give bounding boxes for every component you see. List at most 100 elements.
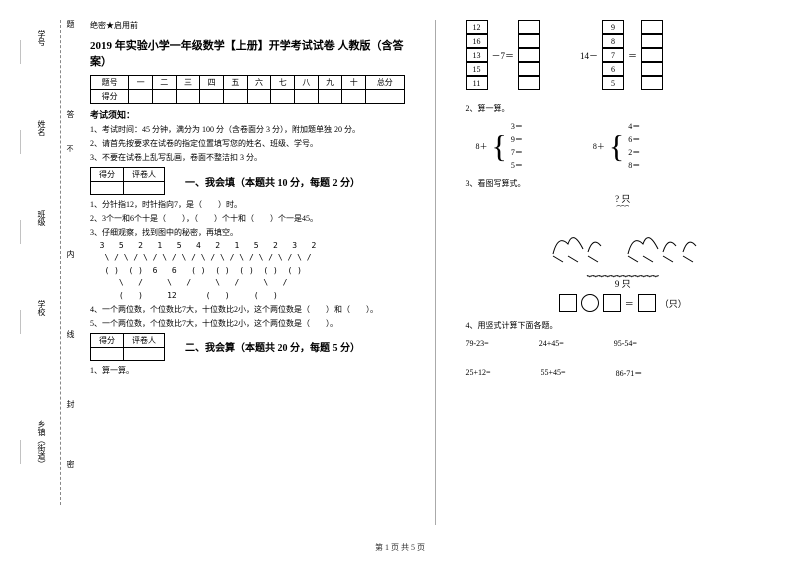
cut-line bbox=[60, 20, 61, 505]
score-th-1: 一 bbox=[129, 76, 153, 90]
notice-1: 1、考试时间：45 分钟，满分为 100 分（含卷面分 3 分），附加题单独 2… bbox=[90, 124, 405, 135]
right-column: 12 16 13 15 11 －7＝ 14－ 9 bbox=[466, 20, 781, 525]
notice-2: 2、请首先按要求在试卷的指定位置填写您的姓名、班级、学号。 bbox=[90, 138, 405, 149]
score-table: 题号 一 二 三 四 五 六 七 八 九 十 总分 得分 bbox=[90, 75, 405, 104]
box: 7 bbox=[602, 48, 624, 62]
hint-bu: 不 bbox=[65, 145, 75, 152]
answer-box[interactable] bbox=[518, 20, 540, 34]
mini-blank[interactable] bbox=[124, 347, 165, 360]
answer-circle[interactable] bbox=[581, 294, 599, 312]
section-1-header: 得分评卷人 一、我会填（本题共 10 分，每题 2 分） bbox=[90, 167, 405, 195]
item: 3＝ bbox=[511, 121, 523, 132]
notice-title: 考试须知： bbox=[90, 108, 405, 121]
hint-nei: 内 bbox=[65, 250, 76, 258]
pattern-5: ( ) 12 ( ) ( ) bbox=[90, 291, 405, 301]
q2-2: 2、算一算。 bbox=[466, 103, 781, 114]
op: ＝ bbox=[628, 49, 637, 62]
mini-grader: 评卷人 bbox=[124, 168, 165, 182]
section-2-header: 得分评卷人 二、我会算（本题共 20 分，每题 5 分） bbox=[90, 333, 405, 361]
boxset-1: 12 16 13 15 11 －7＝ bbox=[466, 20, 541, 90]
score-cell[interactable] bbox=[129, 90, 153, 104]
score-th-9: 九 bbox=[318, 76, 342, 90]
box: 13 bbox=[466, 48, 488, 62]
score-header-row: 题号 一 二 三 四 五 六 七 八 九 十 总分 bbox=[91, 76, 405, 90]
box: 16 bbox=[466, 34, 488, 48]
box: 12 bbox=[466, 20, 488, 34]
score-cell[interactable] bbox=[224, 90, 248, 104]
brace-icon: { bbox=[609, 130, 624, 162]
mini-blank[interactable] bbox=[91, 347, 124, 360]
score-th-11: 总分 bbox=[366, 76, 404, 90]
item: 2＝ bbox=[628, 147, 640, 158]
underline-4: ＿＿＿＿ bbox=[18, 310, 27, 334]
brace-top-icon: ⏞⏞⏞ bbox=[466, 205, 781, 214]
box: 9 bbox=[602, 20, 624, 34]
mini-score: 得分 bbox=[91, 333, 124, 347]
fig-top-label: ? 只 bbox=[466, 192, 781, 205]
score-th-5: 五 bbox=[224, 76, 248, 90]
underline-3: ＿＿＿＿ bbox=[18, 220, 27, 244]
mini-grader: 评卷人 bbox=[124, 333, 165, 347]
equals-sign: ＝ bbox=[625, 297, 634, 310]
answer-box[interactable] bbox=[641, 34, 663, 48]
score-cell[interactable] bbox=[295, 90, 319, 104]
calc-row-1: 79-23= 24+45= 95-54= bbox=[466, 339, 781, 348]
mini-blank[interactable] bbox=[91, 182, 124, 195]
picture-figure: ? 只 ⏞⏞⏞ ⏟⏟⏟⏟⏟⏟⏟⏟⏟⏟⏟⏟ 9 只 bbox=[466, 192, 781, 290]
calc: 55+45= bbox=[541, 368, 566, 379]
lead: 14－ bbox=[580, 49, 598, 62]
calc: 95-54= bbox=[614, 339, 637, 348]
answer-box[interactable] bbox=[641, 20, 663, 34]
notice-3: 3、不要在试卷上乱写乱画，卷面不整洁扣 3 分。 bbox=[90, 152, 405, 163]
answer-square[interactable] bbox=[603, 294, 621, 312]
box: 11 bbox=[466, 76, 488, 90]
score-th-7: 七 bbox=[271, 76, 295, 90]
answer-box[interactable] bbox=[518, 34, 540, 48]
page-content: 绝密★启用前 2019 年实验小学一年级数学【上册】开学考试试卷 人教版（含答案… bbox=[90, 20, 780, 525]
score-th-2: 二 bbox=[152, 76, 176, 90]
item: 5＝ bbox=[511, 160, 523, 171]
score-cell[interactable] bbox=[152, 90, 176, 104]
score-cell[interactable] bbox=[271, 90, 295, 104]
secrecy-mark: 绝密★启用前 bbox=[90, 20, 405, 31]
pattern-4: \ / \ / \ / \ / bbox=[90, 278, 405, 288]
q2-1: 1、算一算。 bbox=[90, 365, 405, 376]
score-cell[interactable] bbox=[366, 90, 404, 104]
binding-label-school: 学校 bbox=[36, 300, 47, 316]
answer-box[interactable] bbox=[518, 76, 540, 90]
lead: 8＋ bbox=[476, 141, 488, 152]
animals-icon bbox=[543, 214, 703, 264]
box: 8 bbox=[602, 34, 624, 48]
score-th-0: 题号 bbox=[91, 76, 129, 90]
answer-box[interactable] bbox=[641, 76, 663, 90]
answer-box[interactable] bbox=[518, 62, 540, 76]
underline-1: ＿＿＿＿ bbox=[18, 40, 27, 64]
brace-bottom-icon: ⏟⏟⏟⏟⏟⏟⏟⏟⏟⏟⏟⏟ bbox=[466, 266, 781, 277]
q1-4: 4、一个两位数，个位数比7大，十位数比2小，这个两位数是（ ）和（ ）。 bbox=[90, 304, 405, 315]
score-cell[interactable] bbox=[247, 90, 271, 104]
score-cell[interactable] bbox=[342, 90, 366, 104]
mini-blank[interactable] bbox=[124, 182, 165, 195]
score-cell[interactable] bbox=[318, 90, 342, 104]
item: 6＝ bbox=[628, 134, 640, 145]
answer-box[interactable] bbox=[641, 62, 663, 76]
answer-box[interactable] bbox=[641, 48, 663, 62]
hint-da: 答 bbox=[65, 110, 76, 118]
q1-2: 2、3个一和6个十是（ ），（ ）个十和（ ）个一是45。 bbox=[90, 213, 405, 224]
score-cell[interactable] bbox=[200, 90, 224, 104]
lead: 8＋ bbox=[593, 141, 605, 152]
equation-boxes: ＝ （只） bbox=[466, 294, 781, 312]
binding-label-id: 学号 bbox=[36, 30, 47, 46]
hint-ti: 题 bbox=[65, 20, 76, 28]
answer-square[interactable] bbox=[638, 294, 656, 312]
calc-row-2: 25+12= 55+45= 86-71＝ bbox=[466, 368, 781, 379]
column-divider bbox=[435, 20, 436, 525]
answer-box[interactable] bbox=[518, 48, 540, 62]
score-cell[interactable] bbox=[176, 90, 200, 104]
score-th-10: 十 bbox=[342, 76, 366, 90]
binding-margin: 学号 姓名 班级 学校 乡镇（街道） 题 答 不 内 线 封 密 ＿＿＿＿ ＿＿… bbox=[0, 0, 80, 565]
answer-square[interactable] bbox=[559, 294, 577, 312]
score-th-6: 六 bbox=[247, 76, 271, 90]
hint-xian: 线 bbox=[65, 330, 76, 338]
score-th-8: 八 bbox=[295, 76, 319, 90]
